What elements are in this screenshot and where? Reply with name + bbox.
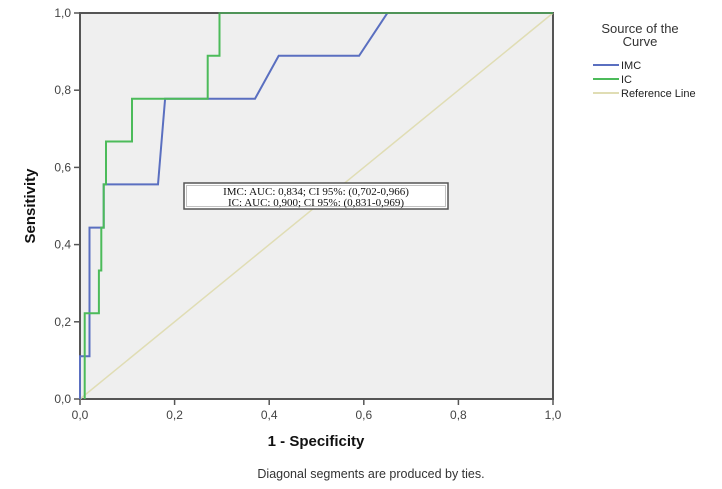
legend-title-line2: Curve [623,34,658,49]
x-tick-label: 0,2 [166,408,183,422]
x-tick-label: 0,8 [450,408,467,422]
y-tick-label: 0,8 [54,83,71,97]
legend-label-imc: IMC [621,60,641,72]
y-axis: 0,0 0,2 0,4 0,6 0,8 1,0 [54,6,80,406]
y-axis-title: Sensitivity [22,168,39,244]
legend-title-line1: Source of the [601,21,678,36]
x-tick-label: 1,0 [545,408,562,422]
y-tick-label: 0,2 [54,315,71,329]
auc-ic-text: IC: AUC: 0,900; CI 95%: (0,831-0,969) [228,197,404,209]
legend-label-ic: IC [621,74,632,86]
auc-imc-text: IMC: AUC: 0,834; CI 95%: (0,702-0,966) [223,186,409,198]
x-tick-label: 0,0 [72,408,89,422]
x-tick-label: 0,6 [355,408,372,422]
x-tick-label: 0,4 [261,408,278,422]
legend: Source of the Curve IMC IC Reference Lin… [593,21,696,100]
series-imc [79,12,553,399]
legend-label-reference: Reference Line [621,88,696,100]
auc-annotation: IMC: AUC: 0,834; CI 95%: (0,702-0,966) I… [183,182,449,210]
y-tick-label: 1,0 [54,6,71,20]
y-tick-label: 0,0 [54,392,71,406]
footnote: Diagonal segments are produced by ties. [257,467,484,481]
y-tick-label: 0,6 [54,160,71,174]
series-ic [83,12,553,399]
x-axis: 0,0 0,2 0,4 0,6 0,8 1,0 [72,399,562,422]
x-axis-title: 1 - Specificity [268,433,365,450]
y-tick-label: 0,4 [54,238,71,252]
